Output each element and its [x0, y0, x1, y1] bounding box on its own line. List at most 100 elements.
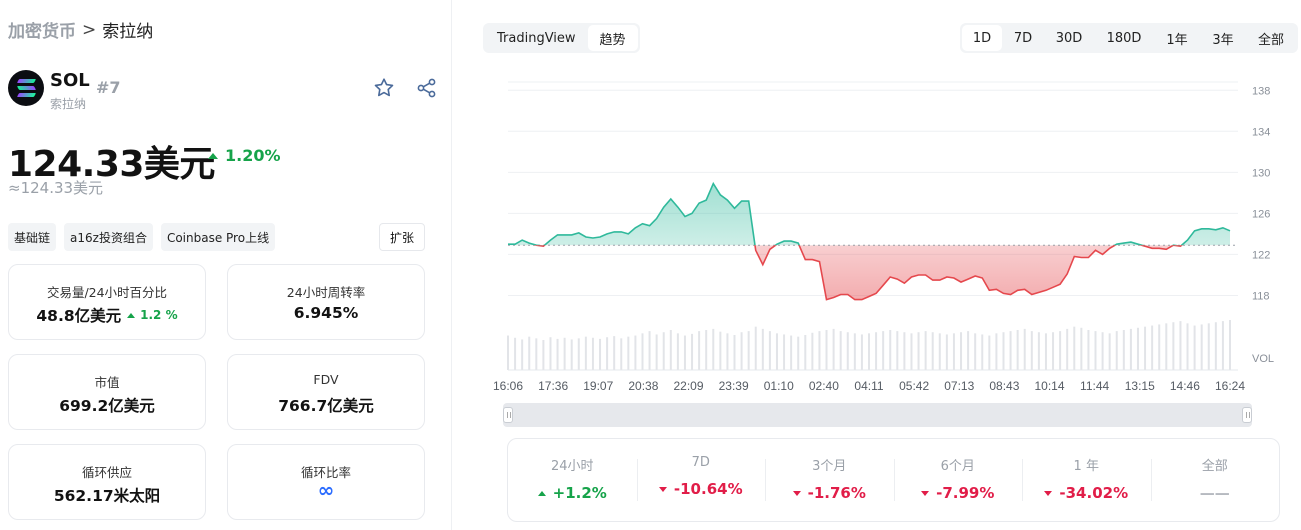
y-tick-label: 126	[1252, 208, 1270, 220]
volume-bar	[995, 333, 998, 370]
price-area-up	[508, 183, 1230, 246]
range-handle-right[interactable]	[1242, 407, 1252, 423]
volume-bar	[1207, 323, 1210, 370]
tag-item[interactable]: 基础链	[8, 223, 57, 251]
perf-label: 24小时	[550, 459, 594, 474]
x-tick-label: 01:10	[764, 379, 794, 393]
perf-value-text: -10.64%	[673, 480, 743, 498]
range-1d[interactable]: 1D	[962, 25, 1002, 51]
range-1y[interactable]: 1年	[1166, 32, 1188, 48]
stat-value: ∞	[317, 478, 335, 502]
price-value: 124.33美元	[8, 144, 215, 185]
volume-bar	[1115, 331, 1118, 370]
x-tick-label: 14:46	[1170, 379, 1200, 393]
volume-bar	[712, 328, 715, 370]
y-tick-label: 118	[1252, 290, 1270, 302]
volume-bar	[740, 332, 743, 370]
stat-value: 562.17米太阳	[53, 487, 161, 505]
range-30d[interactable]: 30D	[1055, 30, 1083, 46]
price-chart[interactable]: 138 134 130 126 122 118 VOL 16:06 17:36 19:07 20:3…	[490, 68, 1280, 398]
volume-bar	[1073, 326, 1076, 370]
volume-bar	[542, 340, 545, 370]
volume-bar	[910, 333, 913, 370]
volume-bar	[634, 335, 637, 370]
tradingview-tab[interactable]: TradingView	[497, 30, 576, 46]
stat-change: 1.2 %	[127, 308, 178, 322]
volume-bar	[1165, 323, 1168, 370]
perf-item: 7D -10.64%	[636, 453, 766, 507]
volume-bar	[570, 339, 573, 370]
perf-item: 全部 ——	[1150, 453, 1280, 507]
volume-bar	[1002, 332, 1005, 370]
breadcrumb-separator: >	[82, 19, 97, 40]
volume-bar	[514, 337, 517, 370]
perf-value: -34.02%	[1022, 484, 1151, 502]
volume-bar	[903, 332, 906, 370]
stat-value: 48.8亿美元	[36, 307, 122, 325]
perf-label: 全部	[1201, 459, 1228, 474]
price-change-value: 1.20%	[225, 146, 281, 165]
volume-bar	[613, 336, 616, 370]
volume-bar	[1221, 321, 1224, 370]
range-3y[interactable]: 3年	[1212, 32, 1234, 48]
range-180d[interactable]: 180D	[1106, 30, 1142, 46]
volume-bar	[825, 330, 828, 370]
tag-item[interactable]: a16z投资组合	[64, 223, 153, 251]
performance-summary: 24小时 +1.2% 7D -10.64% 3个月 -1.76% 6个月 -7.…	[507, 438, 1280, 522]
volume-bar	[591, 337, 594, 370]
perf-value: -7.99%	[894, 484, 1023, 502]
chart-range-scrollbar[interactable]	[503, 403, 1252, 427]
volume-bar	[521, 339, 524, 370]
volume-bar	[535, 338, 538, 370]
volume-bar	[1080, 327, 1083, 370]
breadcrumb: 加密货币 > 索拉纳	[8, 17, 153, 43]
range-all[interactable]: 全部	[1257, 32, 1284, 48]
volume-bar	[1037, 332, 1040, 370]
perf-label: 6个月	[940, 459, 975, 474]
volume-bar	[875, 332, 878, 370]
breadcrumb-root-link[interactable]: 加密货币	[8, 22, 76, 42]
star-icon[interactable]	[372, 76, 396, 100]
stat-card-ratio: 循环比率 ∞	[227, 444, 425, 520]
expand-button[interactable]: 扩张	[379, 223, 425, 251]
stat-card-supply: 循环供应 562.17米太阳	[8, 444, 206, 520]
perf-value: ——	[1199, 484, 1230, 502]
volume-bar	[1158, 324, 1161, 370]
stat-value: 766.7亿美元	[278, 397, 374, 415]
perf-value-text: -7.99%	[936, 484, 995, 502]
volume-bar	[676, 333, 679, 370]
stat-label: 交易量/24小时百分比	[46, 285, 168, 300]
x-tick-label: 16:06	[493, 379, 523, 393]
volume-bar	[1087, 330, 1090, 370]
volume-bar	[974, 333, 977, 370]
trend-tab[interactable]: 趋势	[587, 25, 638, 51]
volume-bar	[1066, 328, 1069, 370]
tag-item[interactable]: Coinbase Pro上线	[160, 223, 276, 251]
volume-bar	[1009, 331, 1012, 370]
perf-item: 6个月 -7.99%	[893, 453, 1023, 507]
volume-bar	[507, 335, 509, 370]
coin-rank: #7	[96, 78, 121, 97]
x-tick-label: 16:24	[1215, 379, 1245, 393]
stat-change-value: 1.2 %	[140, 308, 178, 322]
x-tick-label: 19:07	[583, 379, 613, 393]
y-tick-label: 122	[1252, 249, 1270, 261]
share-icon[interactable]	[415, 76, 439, 100]
price-change: 1.20%	[208, 146, 281, 165]
y-tick-label: 134	[1252, 126, 1270, 138]
range-7d[interactable]: 7D	[1013, 30, 1033, 46]
volume-bar	[1052, 332, 1055, 370]
down-arrow-icon	[1044, 490, 1053, 496]
volume-bar	[1172, 322, 1175, 370]
perf-value-text: +1.2%	[552, 484, 607, 502]
stat-card-volume: 交易量/24小时百分比 48.8亿美元 1.2 %	[8, 264, 206, 340]
x-tick-label: 02:40	[809, 379, 839, 393]
volume-bar	[641, 333, 644, 370]
x-tick-label: 11:44	[1080, 379, 1109, 393]
volume-bar	[790, 335, 793, 370]
volume-bar	[924, 331, 927, 370]
coin-info-panel: 加密货币 > 索拉纳 SOL #7 索拉纳 124.33美元 1.20% ≈12…	[0, 0, 452, 530]
volume-bar	[719, 331, 722, 370]
price-line-down	[533, 245, 1183, 301]
range-handle-left[interactable]	[503, 407, 513, 423]
